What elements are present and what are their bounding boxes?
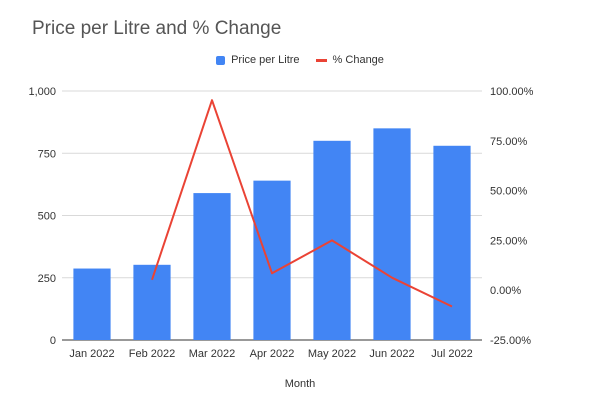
y2-tick-label: -25.00% [490, 335, 531, 347]
x-tick-label: Mar 2022 [189, 348, 235, 360]
legend-item-price: Price per Litre [216, 54, 300, 66]
legend-swatch-price [216, 55, 226, 65]
legend: Price per Litre % Change [0, 54, 600, 66]
x-tick-label: Jan 2022 [69, 348, 114, 360]
legend-swatch-change [315, 58, 327, 62]
bar-price-per-litre [73, 268, 111, 340]
bar-price-per-litre [373, 128, 411, 340]
y-tick-label: 500 [38, 211, 56, 223]
y-tick-label: 0 [50, 335, 56, 347]
x-tick-label: May 2022 [308, 348, 356, 360]
bar-price-per-litre [193, 193, 231, 340]
line-percent-change [151, 99, 453, 308]
legend-label-price: Price per Litre [231, 54, 300, 66]
x-tick-label: Jul 2022 [431, 348, 473, 360]
bar-price-per-litre [133, 264, 171, 340]
y2-tick-label: 0.00% [490, 285, 521, 297]
legend-item-change: % Change [315, 54, 384, 66]
y2-tick-label: 100.00% [490, 86, 534, 98]
x-tick-label: Feb 2022 [129, 348, 175, 360]
y-tick-label: 1,000 [28, 86, 56, 98]
y2-tick-label: 50.00% [490, 186, 528, 198]
x-axis-title: Month [284, 378, 316, 390]
x-tick-label: Apr 2022 [250, 348, 295, 360]
x-tick-label: Jun 2022 [369, 348, 414, 360]
y-tick-label: 750 [38, 148, 56, 160]
bar-price-per-litre [433, 145, 471, 340]
chart-title: Price per Litre and % Change [32, 18, 282, 39]
y2-tick-label: 25.00% [490, 235, 528, 247]
y-tick-label: 250 [38, 273, 56, 285]
y2-tick-label: 75.00% [490, 136, 528, 148]
bar-price-per-litre [253, 180, 291, 340]
legend-label-change: % Change [332, 54, 384, 66]
